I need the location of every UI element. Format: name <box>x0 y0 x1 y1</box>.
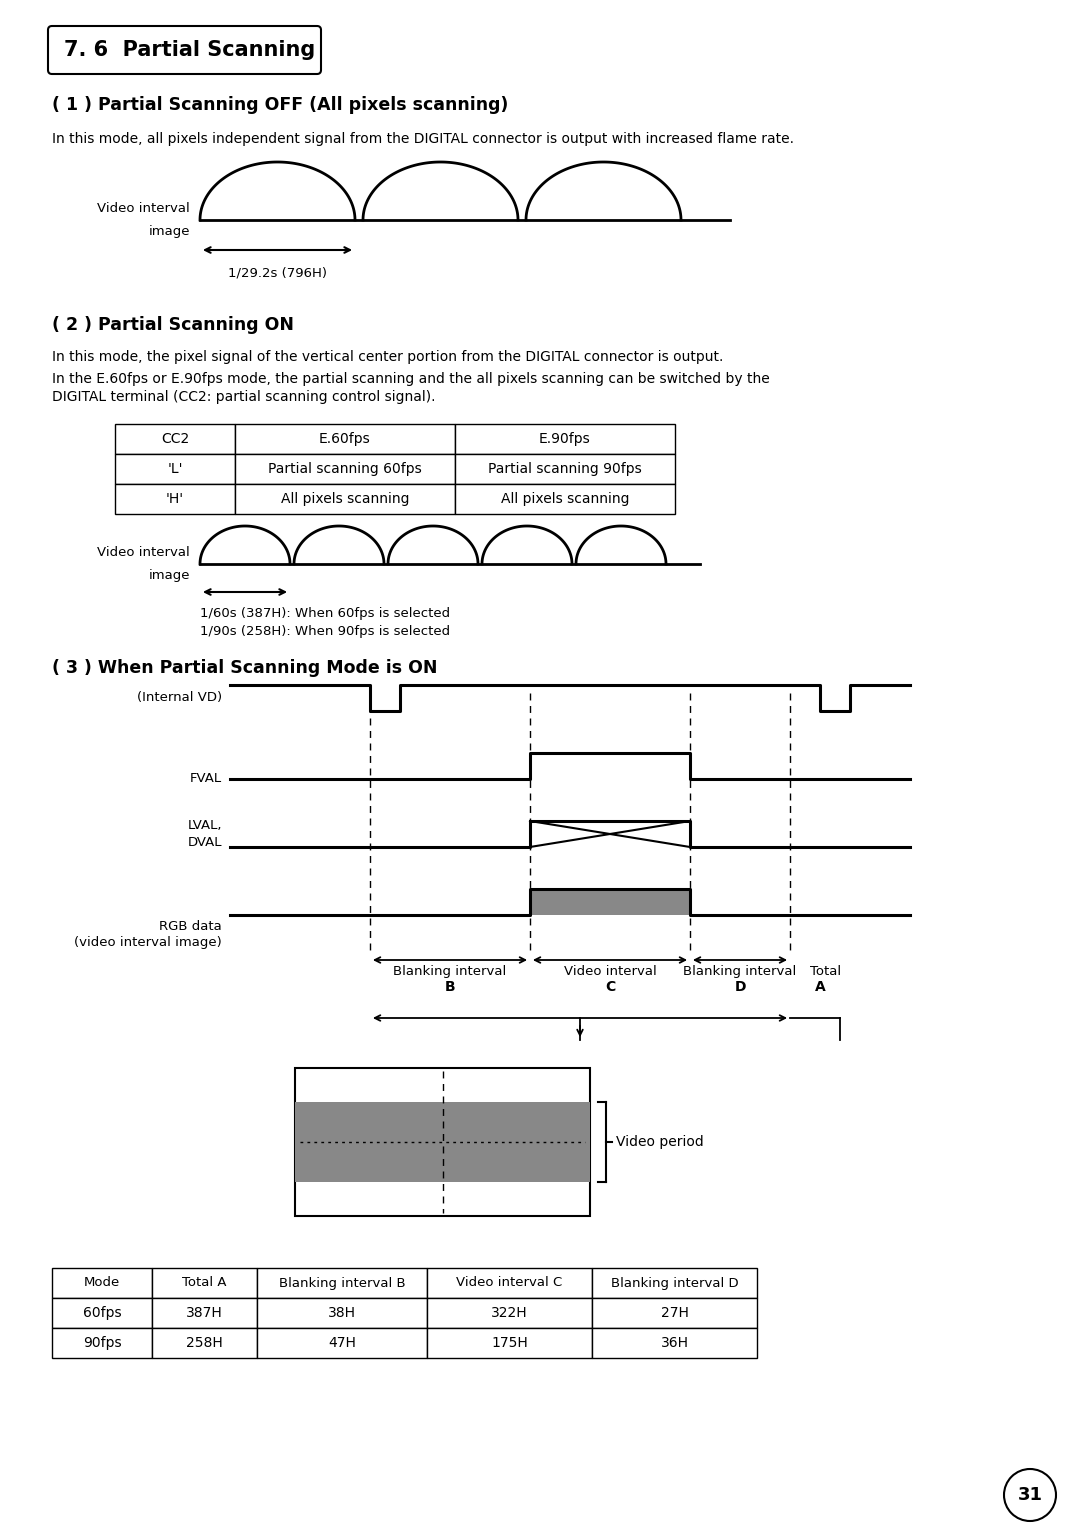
Text: 7. 6  Partial Scanning: 7. 6 Partial Scanning <box>64 40 315 60</box>
Text: In the E.60fps or E.90fps mode, the partial scanning and the all pixels scanning: In the E.60fps or E.90fps mode, the part… <box>52 372 770 404</box>
Text: 60fps: 60fps <box>83 1306 121 1320</box>
Text: (Internal VD): (Internal VD) <box>137 691 222 705</box>
Text: image: image <box>149 225 190 239</box>
Bar <box>592 1329 757 1358</box>
Text: 258H: 258H <box>186 1336 222 1350</box>
Bar <box>152 1268 257 1298</box>
Text: RGB data
(video interval image): RGB data (video interval image) <box>75 920 222 950</box>
Text: 322H: 322H <box>491 1306 528 1320</box>
Bar <box>295 1067 590 1216</box>
Text: B: B <box>445 980 456 994</box>
Text: All pixels scanning: All pixels scanning <box>501 492 630 506</box>
Text: Total A: Total A <box>183 1277 227 1289</box>
Text: 1/60s (387H): When 60fps is selected: 1/60s (387H): When 60fps is selected <box>200 607 450 619</box>
Text: Video interval C: Video interval C <box>457 1277 563 1289</box>
Bar <box>235 485 455 514</box>
FancyBboxPatch shape <box>48 26 321 73</box>
Text: 31: 31 <box>1017 1486 1042 1505</box>
Text: Blanking interval B: Blanking interval B <box>279 1277 405 1289</box>
Bar <box>257 1268 427 1298</box>
Text: Video period: Video period <box>616 1135 704 1148</box>
Bar <box>592 1268 757 1298</box>
Text: In this mode, the pixel signal of the vertical center portion from the DIGITAL c: In this mode, the pixel signal of the ve… <box>52 350 724 364</box>
Bar <box>455 424 675 454</box>
Text: ( 1 ) Partial Scanning OFF (All pixels scanning): ( 1 ) Partial Scanning OFF (All pixels s… <box>52 96 509 115</box>
Bar <box>295 1102 590 1182</box>
Text: 36H: 36H <box>661 1336 689 1350</box>
Text: Video interval: Video interval <box>564 965 657 979</box>
Bar <box>52 1268 152 1298</box>
Text: A: A <box>815 980 826 994</box>
Text: 27H: 27H <box>661 1306 688 1320</box>
Bar <box>257 1298 427 1329</box>
Text: 1/90s (258H): When 90fps is selected: 1/90s (258H): When 90fps is selected <box>200 625 450 638</box>
Bar <box>114 424 235 454</box>
Bar <box>52 1298 152 1329</box>
Bar <box>114 485 235 514</box>
Bar <box>427 1329 592 1358</box>
Bar <box>152 1329 257 1358</box>
Text: ( 3 ) When Partial Scanning Mode is ON: ( 3 ) When Partial Scanning Mode is ON <box>52 659 437 677</box>
Bar <box>152 1298 257 1329</box>
Bar <box>114 454 235 485</box>
Text: Video interval: Video interval <box>97 202 190 214</box>
Bar <box>427 1298 592 1329</box>
Text: In this mode, all pixels independent signal from the DIGITAL connector is output: In this mode, all pixels independent sig… <box>52 131 794 145</box>
Text: 1/29.2s (796H): 1/29.2s (796H) <box>228 266 327 278</box>
Text: FVAL: FVAL <box>190 772 222 786</box>
Text: D: D <box>734 980 746 994</box>
Text: Partial scanning 60fps: Partial scanning 60fps <box>268 462 422 476</box>
Text: CC2: CC2 <box>161 433 189 446</box>
Text: 90fps: 90fps <box>83 1336 121 1350</box>
Text: LVAL,
DVAL: LVAL, DVAL <box>188 820 222 849</box>
Text: Partial scanning 90fps: Partial scanning 90fps <box>488 462 642 476</box>
Text: Total: Total <box>810 965 841 979</box>
Bar <box>530 888 690 914</box>
Bar <box>592 1298 757 1329</box>
Text: image: image <box>149 569 190 583</box>
Text: 387H: 387H <box>186 1306 222 1320</box>
Text: E.60fps: E.60fps <box>319 433 370 446</box>
Bar <box>235 454 455 485</box>
Text: Blanking interval: Blanking interval <box>393 965 507 979</box>
Text: Blanking interval D: Blanking interval D <box>610 1277 739 1289</box>
Text: Blanking interval: Blanking interval <box>684 965 797 979</box>
Bar <box>427 1268 592 1298</box>
Text: C: C <box>605 980 616 994</box>
Bar <box>235 424 455 454</box>
Bar <box>455 485 675 514</box>
Text: 175H: 175H <box>491 1336 528 1350</box>
Text: 'L': 'L' <box>167 462 183 476</box>
Text: E.90fps: E.90fps <box>539 433 591 446</box>
Text: 'H': 'H' <box>166 492 184 506</box>
Bar <box>52 1329 152 1358</box>
Text: ( 2 ) Partial Scanning ON: ( 2 ) Partial Scanning ON <box>52 317 294 333</box>
Text: All pixels scanning: All pixels scanning <box>281 492 409 506</box>
Text: Mode: Mode <box>84 1277 120 1289</box>
Bar <box>455 454 675 485</box>
Text: 47H: 47H <box>328 1336 356 1350</box>
Bar <box>257 1329 427 1358</box>
Text: 38H: 38H <box>328 1306 356 1320</box>
Text: Video interval: Video interval <box>97 546 190 558</box>
